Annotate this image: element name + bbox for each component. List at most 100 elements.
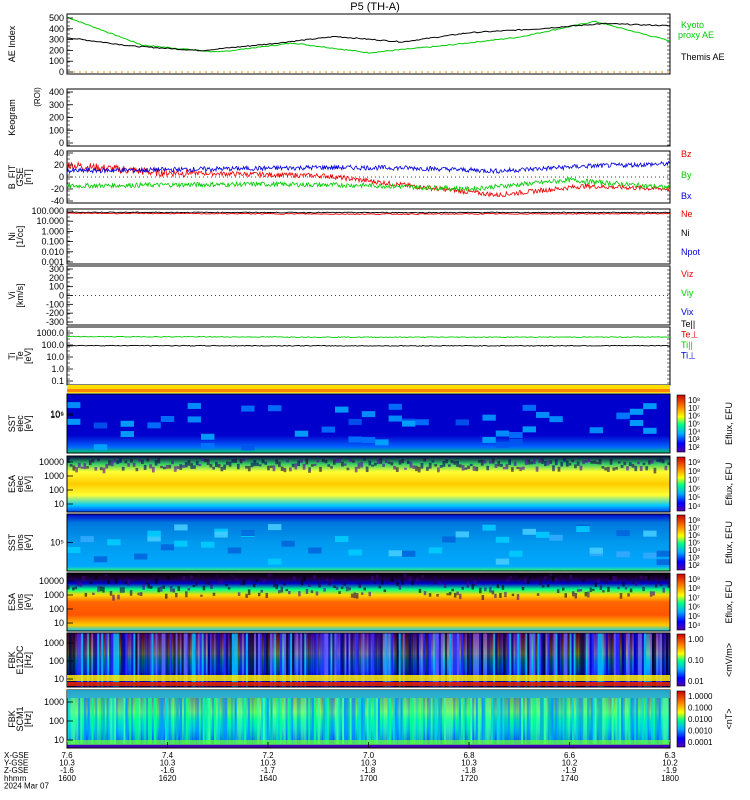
fbk_b-spectrogram-cell bbox=[257, 698, 260, 744]
esa_e-spectrogram-cell bbox=[431, 460, 435, 463]
esa_e-spectrogram-cell bbox=[302, 463, 306, 470]
esa_i-spectrogram-cell bbox=[127, 579, 130, 586]
fbk_e-spectrogram-cell bbox=[368, 633, 371, 687]
fbk_b-spectrogram-cell bbox=[668, 698, 671, 744]
fbk_b-spectrogram-cell bbox=[338, 698, 341, 744]
temperature-series-teparpar bbox=[66, 344, 671, 347]
fbk_e-ylabel: [Hz] bbox=[23, 652, 33, 668]
fbk_b-spectrogram-cell bbox=[462, 698, 465, 744]
fbk_b-spectrogram-cell bbox=[443, 698, 447, 744]
esa_e-spectrogram-cell bbox=[341, 461, 344, 467]
esa_e-spectrogram-cell bbox=[324, 459, 328, 464]
fbk_b-spectrogram-cell bbox=[598, 698, 601, 744]
fbk_e-spectrogram-cell bbox=[177, 633, 180, 687]
keogram-roi-label: (ROI) bbox=[33, 87, 42, 107]
fbk_b-spectrogram-cell bbox=[95, 698, 98, 744]
fbk_b-spectrogram-cell bbox=[441, 698, 445, 744]
fbk_e-spectrogram-cell bbox=[659, 633, 663, 687]
fbk_e-spectrogram-cell bbox=[239, 633, 243, 687]
esa_i-spectrogram-cell bbox=[659, 584, 663, 587]
esa_i-spectrogram-cell bbox=[210, 583, 213, 590]
esa_e-spectrogram-cell bbox=[176, 466, 180, 470]
esa_e-spectrogram-cell bbox=[395, 467, 399, 472]
fbk_b-spectrogram-cell bbox=[511, 698, 514, 744]
fbk_b-spectrogram-cell bbox=[385, 698, 388, 744]
fbk_b-spectrogram-cell bbox=[656, 698, 659, 744]
fbk_b-spectrogram-cell bbox=[372, 698, 375, 744]
fbk_e-spectrogram-cell bbox=[75, 633, 78, 687]
esa_i-spectrogram-cell bbox=[584, 592, 588, 597]
sst_e-spectrogram-cell bbox=[388, 403, 402, 410]
esa_i-spectrogram-cell bbox=[549, 573, 552, 576]
esa_e-spectrogram-cell bbox=[102, 467, 106, 474]
fbk_e-spectrogram-cell bbox=[179, 633, 182, 687]
fbk_b-spectrogram-cell bbox=[347, 698, 350, 744]
fbk_e-spectrogram-cell bbox=[85, 633, 88, 687]
sst_i-spectrogram-cell bbox=[174, 540, 188, 547]
esa_e-spectrogram-cell bbox=[157, 458, 161, 464]
esa_i-spectrogram-cell bbox=[345, 586, 349, 592]
sst_i-spectrogram-cell bbox=[495, 558, 510, 565]
esa_i-spectrogram-cell bbox=[479, 587, 482, 594]
fbk_b-spectrogram-cell bbox=[481, 698, 484, 744]
sst_e-ylabel: elec bbox=[15, 415, 25, 432]
sst_e-spectrogram-cell bbox=[536, 411, 550, 418]
fbk_b-spectrogram-cell bbox=[539, 698, 543, 744]
fbk_e-spectrogram-cell bbox=[322, 633, 325, 687]
sst_e-colorbar-tick: 10³ bbox=[688, 435, 700, 444]
fbk_e-spectrogram-cell bbox=[647, 633, 651, 687]
fbk_b-spectrogram-cell bbox=[197, 698, 200, 744]
esa_i-spectrogram-cell bbox=[501, 585, 505, 590]
fbk_b-spectrogram-cell bbox=[274, 698, 277, 744]
fbk_b-spectrogram-cell bbox=[168, 698, 171, 744]
esa_e-spectrogram-cell bbox=[606, 466, 610, 472]
esa_i-spectrogram-cell bbox=[152, 574, 155, 578]
esa_e-spectrogram-cell bbox=[127, 463, 131, 467]
esa_i-frame bbox=[66, 572, 671, 632]
fbk_e-spectrogram-cell bbox=[149, 633, 152, 687]
esa_i-spectrogram-cell bbox=[582, 579, 585, 582]
esa_e-spectrogram-cell bbox=[472, 466, 476, 471]
fbk_b-spectrogram-cell bbox=[108, 698, 111, 744]
fbk_b-spectrogram-cell bbox=[391, 698, 394, 744]
fbk_e-spectrogram-cell bbox=[133, 633, 136, 687]
sst_i-spectrogram-cell bbox=[227, 547, 242, 554]
fbk_b-spectrogram-cell bbox=[377, 698, 381, 744]
fbk_b-spectrogram-cell bbox=[406, 698, 409, 744]
fbk_e-spectrogram-cell bbox=[165, 633, 168, 687]
fbk_b-spectrogram-cell bbox=[123, 698, 126, 744]
density-tick-label: 100.000 bbox=[31, 206, 64, 216]
fbk_e-spectrogram-cell bbox=[125, 633, 128, 687]
fbk_e-spectrogram-cell bbox=[87, 633, 90, 687]
fbk_e-spectrogram-cell bbox=[79, 633, 82, 687]
fbk_b-spectrogram-cell bbox=[100, 698, 104, 744]
esa_i-spectrogram-cell bbox=[489, 587, 492, 593]
fbk_e-spectrogram-cell bbox=[312, 633, 315, 687]
fbk_b-spectrogram-cell bbox=[455, 698, 458, 744]
fbk_e-spectrogram-cell bbox=[183, 633, 186, 687]
fbk_e-spectrogram-cell bbox=[247, 633, 251, 687]
fbk_e-spectrogram-cell bbox=[408, 633, 412, 687]
fbk_e-spectrogram-cell bbox=[555, 633, 558, 687]
esa_e-spectrogram-cell bbox=[171, 460, 174, 465]
fbk_e-colorbar bbox=[676, 633, 686, 687]
fbk_e-spectrogram-cell bbox=[499, 633, 502, 687]
esa_i-spectrogram-cell bbox=[117, 594, 120, 600]
fbk_e-spectrogram-cell bbox=[400, 633, 403, 687]
esa_i-spectrogram-cell bbox=[564, 593, 567, 598]
sst_i-spectrogram-cell bbox=[509, 550, 523, 557]
esa_e-spectrogram-cell bbox=[72, 465, 76, 471]
fbk_e-spectrogram-cell bbox=[207, 633, 211, 687]
esa_i-spectrogram-cell bbox=[471, 583, 475, 590]
esa_i-spectrogram-cell bbox=[662, 587, 665, 593]
fbk_b-spectrogram-cell bbox=[524, 698, 528, 744]
sst_e-spectrogram-cell bbox=[495, 430, 510, 437]
xaxis-value: 10.3 bbox=[361, 759, 377, 768]
fbk_b-spectrogram-cell bbox=[398, 698, 401, 744]
fbk_e-spectrogram-cell bbox=[342, 633, 345, 687]
esa_i-spectrogram-cell bbox=[107, 579, 110, 584]
esa_e-spectrogram-cell bbox=[437, 467, 440, 473]
esa_e-spectrogram-cell bbox=[585, 459, 588, 463]
fbk_e-spectrogram-cell bbox=[103, 633, 106, 687]
sst_i-colorbar-tick: 10³ bbox=[688, 554, 700, 563]
